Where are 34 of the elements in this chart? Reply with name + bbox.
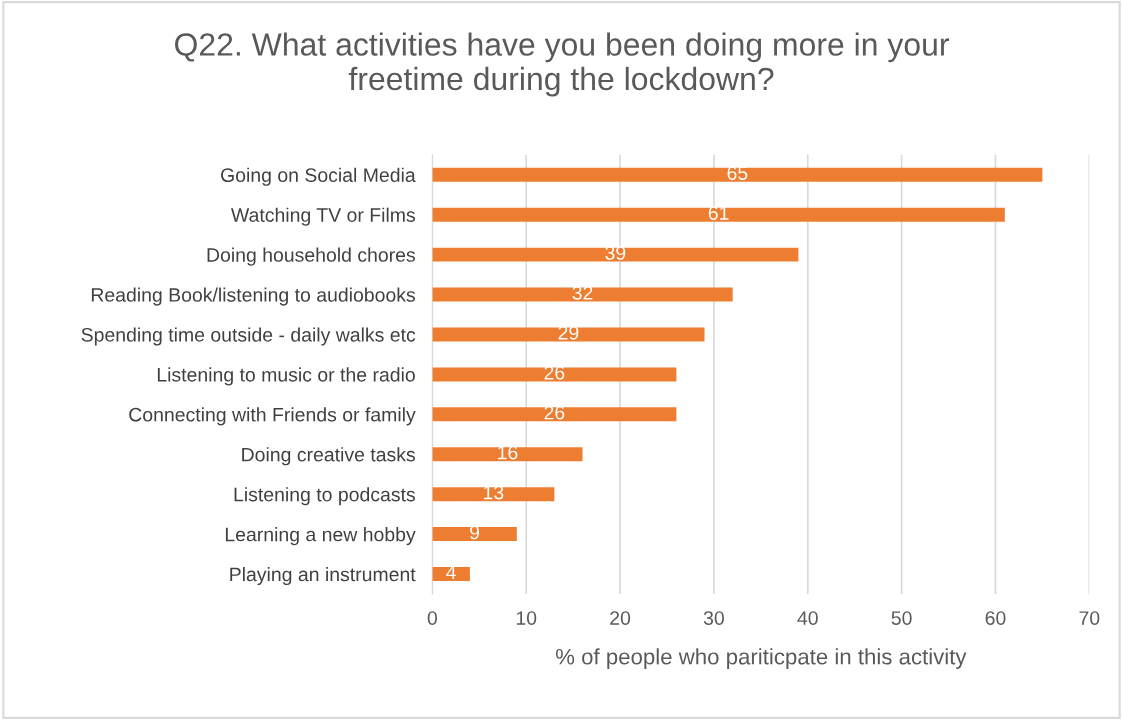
bar [432,327,705,342]
x-tick-label: 70 [1079,611,1100,625]
y-tick-label: Going on Social Media [221,167,416,186]
bar [432,367,677,382]
x-axis-title: % of people who pariticpate in this activity [555,648,967,669]
y-tick-label: Playing an instrument [230,566,416,586]
bar [432,447,583,462]
x-tick-label: 20 [610,611,631,625]
y-tick-label: Doing creative tasks [242,447,415,466]
y-tick-label: Reading Book/listening to audiobooks [91,287,416,306]
data-label: 4 [446,565,456,580]
bar [432,567,470,582]
y-tick-label: Watching TV or Films [231,207,415,226]
y-tick-label: Doing household chores [207,247,415,266]
y-tick-label: Listening to music or the radio [157,367,415,386]
y-tick-label: Learning a new hobby [225,527,416,546]
x-tick-label: 40 [797,611,818,625]
bar [432,287,733,302]
chart-title: Q22. What activities have you been doing more in your freetime during the lockdown? [175,32,949,97]
bar [432,487,555,502]
data-label: 61 [708,206,729,220]
y-tick-label: Spending time outside - daily walks etc [81,327,416,346]
x-tick-label: 30 [703,611,724,625]
x-tick-label: 0 [427,611,437,625]
bar [432,527,517,542]
bar [432,247,799,262]
x-tick-label: 50 [891,611,912,625]
bar [432,407,677,422]
y-tick-label: Connecting with Friends or family [129,407,416,426]
x-tick-label: 10 [516,611,537,625]
bar [432,207,1005,222]
y-tick-label: Listening to podcasts [234,487,415,506]
x-tick-label: 60 [985,611,1006,625]
bar [432,167,1043,182]
